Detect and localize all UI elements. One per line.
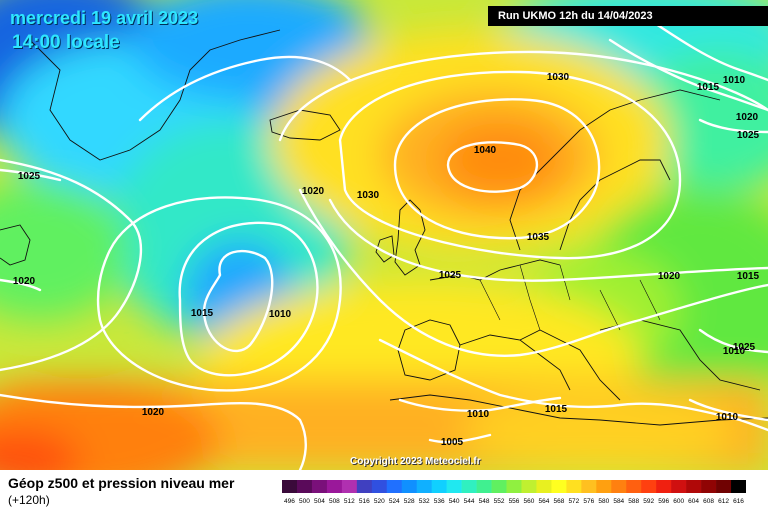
scale-tick-label: 568 xyxy=(553,498,564,505)
geopotential-field xyxy=(0,0,768,470)
scale-tick-label: 612 xyxy=(718,498,729,505)
scale-tick-label: 544 xyxy=(464,498,475,505)
scale-swatch xyxy=(521,480,537,493)
scale-swatch xyxy=(716,480,732,493)
isobar-lines xyxy=(0,18,768,470)
scale-tick-label: 608 xyxy=(703,498,714,505)
scale-swatch xyxy=(491,480,507,493)
scale-swatch xyxy=(626,480,642,493)
color-scale-legend: 496 500 504 508 512 516 520 524 528 532 536 540 544 5… xyxy=(282,480,746,505)
scale-swatch xyxy=(686,480,702,493)
scale-tick-label: 592 xyxy=(643,498,654,505)
scale-tick-label: 496 xyxy=(284,498,295,505)
scale-swatch xyxy=(341,480,358,493)
isobar-label: 1035 xyxy=(527,232,550,243)
isobar-label: 1030 xyxy=(547,72,570,83)
scale-tick-label: 564 xyxy=(539,498,550,505)
scale-tick-label: 500 xyxy=(299,498,310,505)
scale-tick-label: 508 xyxy=(329,498,340,505)
scale-swatch xyxy=(401,480,418,493)
isobar-label: 1025 xyxy=(737,130,760,141)
isobar-label: 1010 xyxy=(269,309,292,320)
scale-swatch xyxy=(416,480,432,493)
scale-tick-label: 552 xyxy=(494,498,505,505)
isobar-label: 1020 xyxy=(736,112,759,123)
scale-swatch xyxy=(356,480,373,493)
scale-tick-label: 540 xyxy=(449,498,460,505)
scale-swatch xyxy=(296,480,313,493)
isobar-label: 1020 xyxy=(658,271,681,282)
isobar-label: 1025 xyxy=(733,342,756,353)
scale-tick-label: 572 xyxy=(568,498,579,505)
isobar-label: 1015 xyxy=(191,308,214,319)
geopotential-map: 1040 1030 1030 1035 1025 1020 1015 1010 … xyxy=(0,0,768,470)
scale-tick-label: 516 xyxy=(359,498,370,505)
isobar-label: 1015 xyxy=(545,404,568,415)
scale-swatch xyxy=(701,480,717,493)
map-title: Géop z500 et pression niveau mer xyxy=(8,475,235,491)
model-run-info: Run UKMO 12h du 14/04/2023 xyxy=(488,6,768,26)
isobar-label: 1030 xyxy=(357,190,380,201)
scale-tick-label: 600 xyxy=(673,498,684,505)
scale-swatch xyxy=(566,480,582,493)
forecast-time: 14:00 locale xyxy=(12,32,120,53)
scale-tick-label: 588 xyxy=(628,498,639,505)
scale-tick-label: 520 xyxy=(374,498,385,505)
scale-tick-label: 524 xyxy=(389,498,400,505)
scale-swatch xyxy=(656,480,672,493)
isobar-label: 1025 xyxy=(18,171,41,182)
forecast-date: mercredi 19 avril 2023 xyxy=(10,8,199,28)
scale-swatch xyxy=(386,480,403,493)
isobar-label: 1010 xyxy=(723,75,746,86)
scale-swatch xyxy=(461,480,477,493)
isobar-label: 1005 xyxy=(441,437,464,448)
scale-tick-label: 604 xyxy=(688,498,699,505)
scale-swatch xyxy=(371,480,388,493)
isobar-labels: 1040 1030 1030 1035 1025 1020 1015 1010 … xyxy=(13,72,760,448)
scale-swatch xyxy=(506,480,522,493)
isobar-label: 1010 xyxy=(467,409,490,420)
scale-swatch xyxy=(476,480,492,493)
isobar-label: 1015 xyxy=(737,271,760,282)
scale-tick-label: 532 xyxy=(419,498,430,505)
scale-swatch xyxy=(282,480,298,493)
isobar-label: 1025 xyxy=(439,270,462,281)
scale-swatch xyxy=(311,480,328,493)
scale-tick-label: 528 xyxy=(404,498,415,505)
scale-tick-label: 584 xyxy=(613,498,624,505)
copyright-notice: Copyright 2023 Meteociel.fr xyxy=(350,456,481,467)
scale-tick-label: 560 xyxy=(524,498,535,505)
isobar-label: 1010 xyxy=(723,346,746,357)
scale-swatch xyxy=(731,480,746,493)
forecast-lead-time: (+120h) xyxy=(8,493,50,507)
scale-swatch xyxy=(551,480,567,493)
scale-swatch xyxy=(446,480,462,493)
scale-tick-label: 580 xyxy=(598,498,609,505)
scale-tick-label: 512 xyxy=(344,498,355,505)
scale-tick-label: 616 xyxy=(733,498,744,505)
scale-swatch xyxy=(596,480,612,493)
scale-swatch xyxy=(611,480,627,493)
scale-swatch xyxy=(671,480,687,493)
scale-tick-label: 536 xyxy=(434,498,445,505)
scale-swatch xyxy=(581,480,597,493)
isobar-label: 1015 xyxy=(697,82,720,93)
isobar-label: 1040 xyxy=(474,145,497,156)
scale-tick-label: 548 xyxy=(479,498,490,505)
scale-tick-label: 556 xyxy=(509,498,520,505)
scale-swatch xyxy=(641,480,657,493)
scale-tick-label: 596 xyxy=(658,498,669,505)
scale-swatch xyxy=(536,480,552,493)
scale-swatch xyxy=(431,480,447,493)
scale-tick-label: 504 xyxy=(314,498,325,505)
isobar-label: 1020 xyxy=(13,276,36,287)
scale-swatch xyxy=(326,480,343,493)
isobar-label: 1020 xyxy=(142,407,165,418)
map-footer: Géop z500 et pression niveau mer (+120h)… xyxy=(0,470,768,512)
isobar-label: 1020 xyxy=(302,186,325,197)
isobar-label: 1010 xyxy=(716,412,739,423)
scale-tick-label: 576 xyxy=(583,498,594,505)
